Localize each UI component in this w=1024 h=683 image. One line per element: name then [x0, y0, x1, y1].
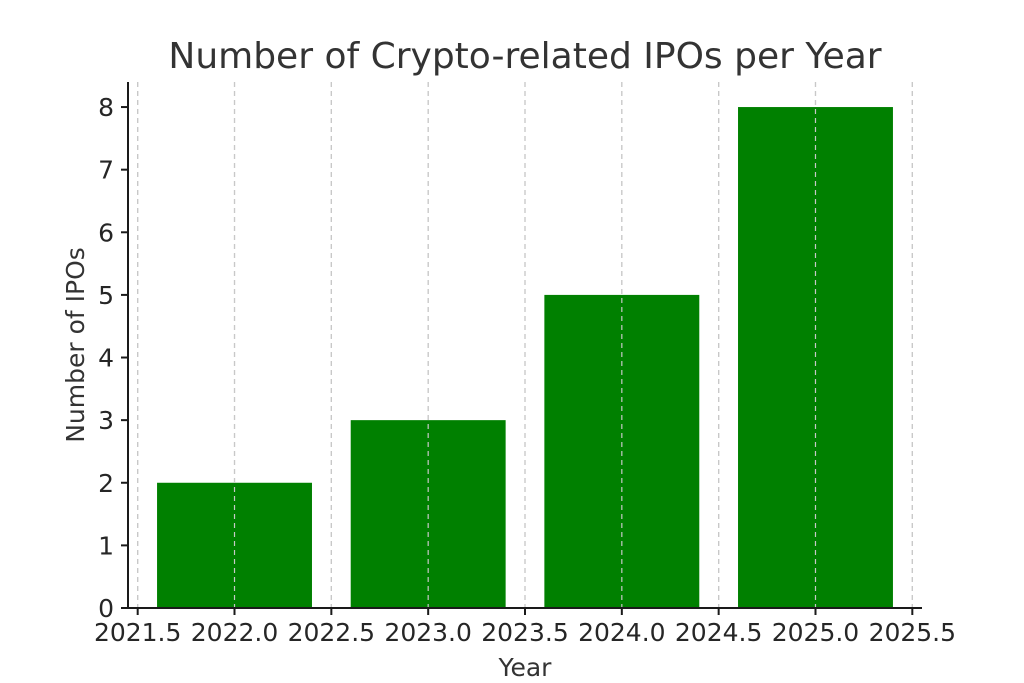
- grid-lines-over-bars: [137, 82, 913, 608]
- y-tick-label: 6: [98, 218, 114, 247]
- x-tick-label: 2023.0: [384, 618, 471, 647]
- y-tick-label: 7: [98, 156, 114, 185]
- y-tick-label: 4: [98, 344, 114, 373]
- x-tick-label: 2022.5: [288, 618, 375, 647]
- x-tick-label: 2021.5: [94, 618, 181, 647]
- x-ticks: 2021.5 2022.0 2022.5 2023.0 2023.5 2024.0 2024…: [94, 608, 956, 647]
- x-tick-label: 2024.5: [675, 618, 762, 647]
- y-tick-label: 5: [98, 281, 114, 310]
- y-tick-label: 3: [98, 406, 114, 435]
- chart-title: Number of Crypto-related IPOs per Year: [168, 36, 881, 77]
- x-tick-label: 2025.0: [772, 618, 859, 647]
- y-tick-label: 8: [98, 93, 114, 122]
- x-tick-label: 2022.0: [191, 618, 278, 647]
- y-ticks: 0 1 2 3 4 5 6 7 8: [98, 93, 128, 623]
- x-tick-label: 2025.5: [869, 618, 956, 647]
- x-tick-label: 2023.5: [481, 618, 568, 647]
- y-tick-label: 1: [98, 531, 114, 560]
- y-tick-label: 0: [98, 594, 114, 623]
- x-tick-label: 2024.0: [578, 618, 665, 647]
- y-tick-label: 2: [98, 469, 114, 498]
- y-axis-label: Number of IPOs: [61, 247, 90, 443]
- x-axis-label: Year: [498, 653, 553, 682]
